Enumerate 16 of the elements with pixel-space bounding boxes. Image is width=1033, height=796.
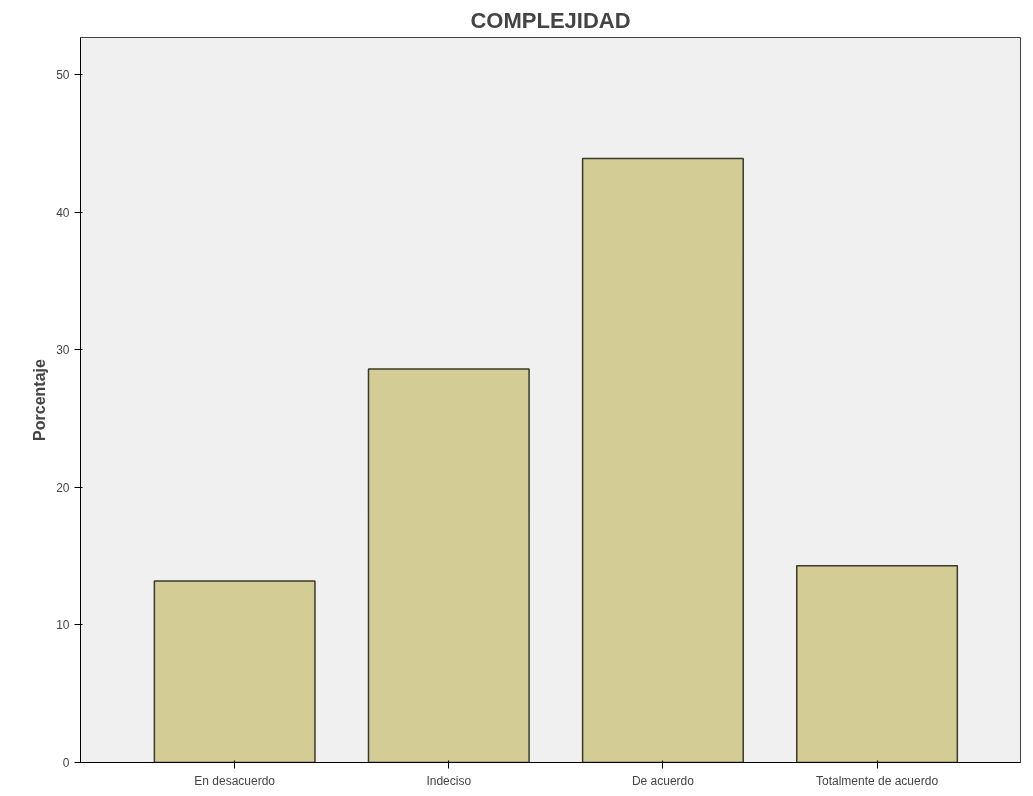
y-tick-label: 20 bbox=[56, 480, 70, 495]
y-tick-label: 10 bbox=[56, 618, 70, 633]
x-tick-label: Indeciso bbox=[426, 773, 472, 788]
y-tick-label: 0 bbox=[62, 756, 70, 770]
bar bbox=[153, 580, 316, 763]
x-tick-label: De acuerdo bbox=[631, 773, 695, 788]
y-tick-label: 50 bbox=[56, 68, 70, 83]
x-tick-label: En desacuerdo bbox=[194, 773, 276, 788]
y-tick-label: 30 bbox=[56, 343, 70, 358]
chart-title: COMPLEJIDAD bbox=[470, 7, 631, 33]
bar bbox=[795, 565, 959, 763]
x-tick-label: Totalmente de acuerdo bbox=[816, 773, 939, 788]
y-axis-title: Porcentaje bbox=[31, 358, 49, 441]
bar bbox=[581, 157, 744, 763]
bar bbox=[367, 368, 530, 763]
y-tick-label: 40 bbox=[56, 205, 70, 220]
